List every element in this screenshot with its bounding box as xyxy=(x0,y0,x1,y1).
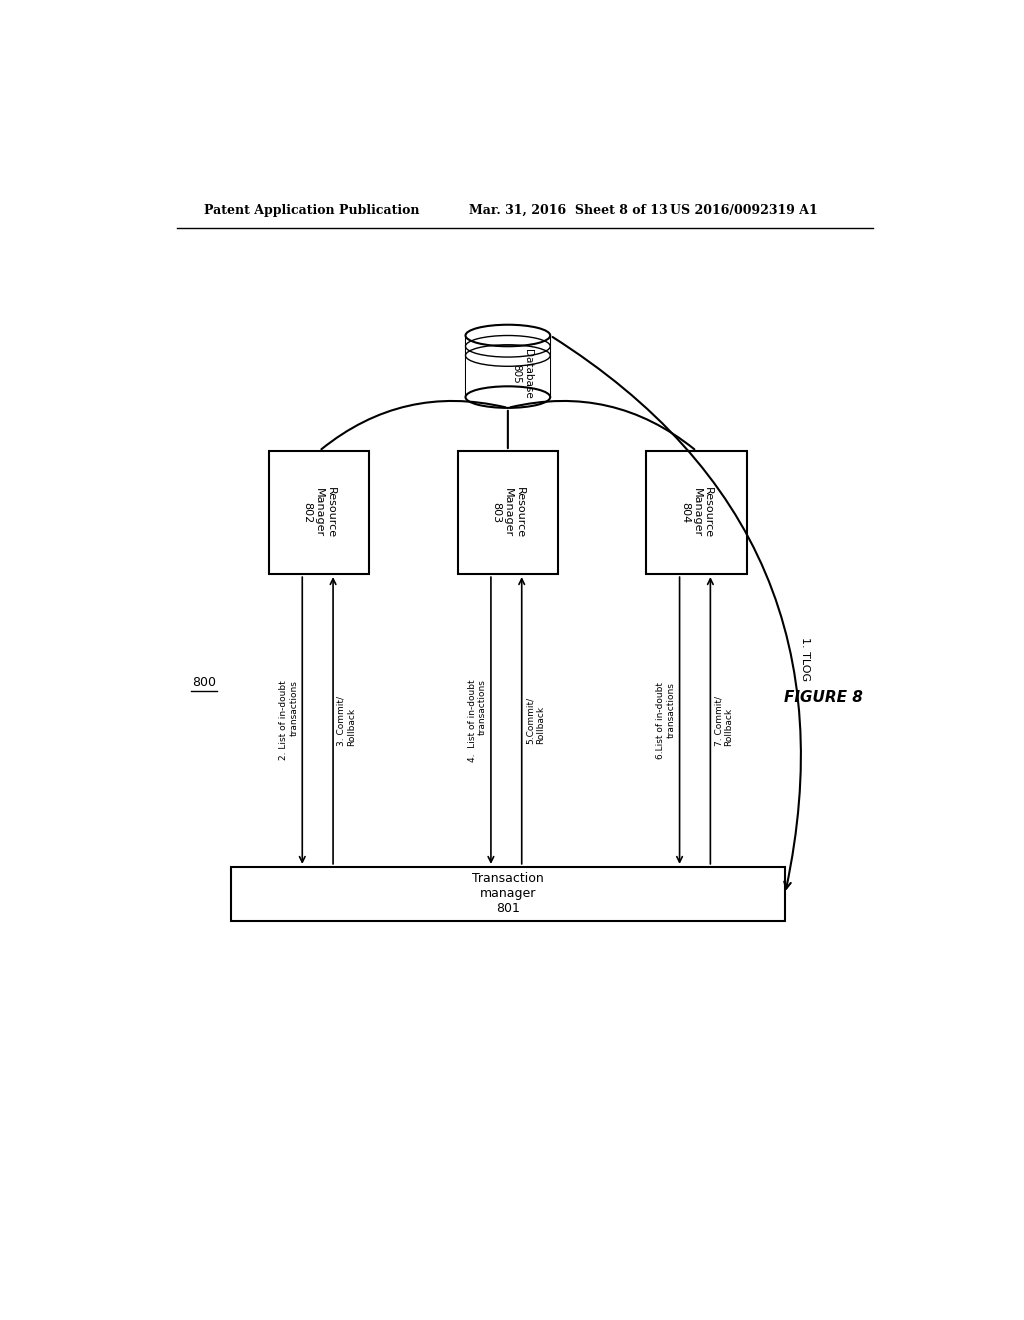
Text: Database
805: Database 805 xyxy=(511,348,532,399)
Text: FIGURE 8: FIGURE 8 xyxy=(784,690,863,705)
Text: Patent Application Publication: Patent Application Publication xyxy=(204,205,419,218)
Text: Resource
Manager
804: Resource Manager 804 xyxy=(680,487,713,539)
Bar xyxy=(646,451,746,574)
Text: Transaction
manager
801: Transaction manager 801 xyxy=(472,873,544,915)
Text: 5.Commit/
Rollback: 5.Commit/ Rollback xyxy=(525,697,545,744)
Bar xyxy=(466,335,550,397)
Bar xyxy=(269,451,370,574)
Text: 7. Commit/
Rollback: 7. Commit/ Rollback xyxy=(714,696,733,746)
Text: 800: 800 xyxy=(191,676,216,689)
Text: Resource
Manager
802: Resource Manager 802 xyxy=(303,487,336,539)
Text: US 2016/0092319 A1: US 2016/0092319 A1 xyxy=(670,205,817,218)
Text: Resource
Manager
803: Resource Manager 803 xyxy=(492,487,524,539)
Bar xyxy=(230,867,785,921)
Ellipse shape xyxy=(466,387,550,408)
Ellipse shape xyxy=(466,325,550,346)
Bar xyxy=(458,451,558,574)
Text: 6.List of in-doubt
transactions: 6.List of in-doubt transactions xyxy=(656,682,676,759)
Text: 1. TLOG: 1. TLOG xyxy=(801,636,810,681)
Text: 4.  List of in-doubt
transactions: 4. List of in-doubt transactions xyxy=(468,680,487,762)
Text: 2. List of in-doubt
transactions: 2. List of in-doubt transactions xyxy=(279,681,298,760)
Text: Mar. 31, 2016  Sheet 8 of 13: Mar. 31, 2016 Sheet 8 of 13 xyxy=(469,205,668,218)
Text: 3. Commit/
Rollback: 3. Commit/ Rollback xyxy=(337,696,356,746)
